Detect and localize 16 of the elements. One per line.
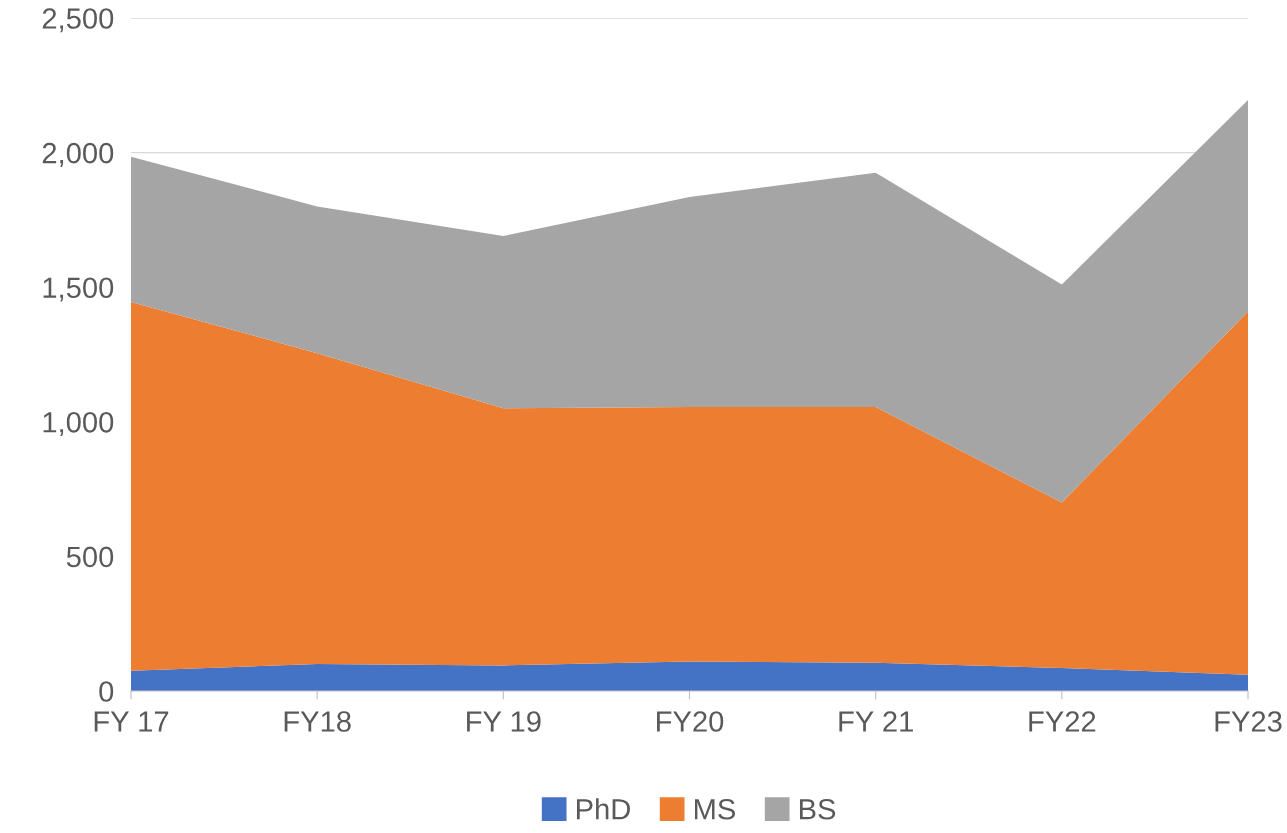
y-tick-label: 500 xyxy=(66,546,114,568)
y-tick-label: 2,000 xyxy=(42,142,114,167)
x-tick-label: FY23 xyxy=(1215,711,1282,732)
x-tick-label: FY 21 xyxy=(839,711,913,732)
x-tick-label: FY20 xyxy=(657,711,724,732)
legend-label: BS xyxy=(799,798,836,820)
y-tick-label: 1,000 xyxy=(43,412,114,437)
y-tick-label: 2,500 xyxy=(42,8,114,33)
y-tick-label: 1,500 xyxy=(43,277,114,302)
x-tick-label: FY 17 xyxy=(94,711,169,732)
legend-label: PhD xyxy=(576,798,630,820)
x-tick-label: FY18 xyxy=(284,711,351,732)
x-tick-label: FY22 xyxy=(1029,711,1096,732)
legend-label: MS xyxy=(694,798,735,820)
y-tick-label: 0 xyxy=(99,681,114,702)
x-tick-label: FY 19 xyxy=(467,711,541,732)
